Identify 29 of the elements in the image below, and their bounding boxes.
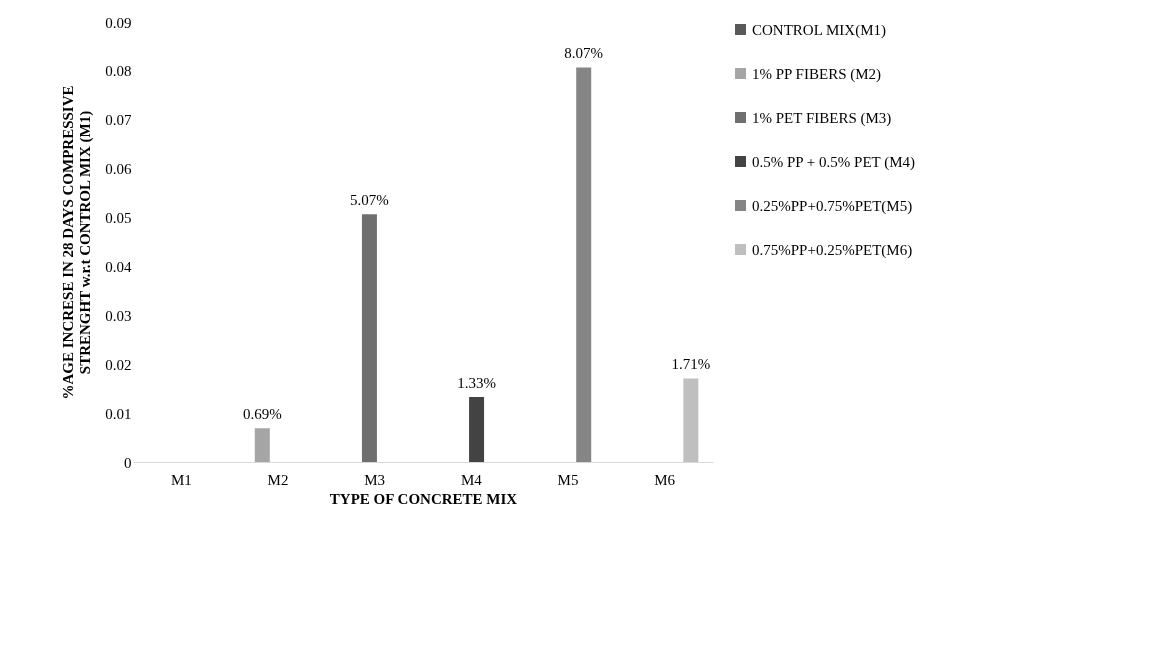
legend-label: 0.5% PP + 0.5% PET (M4) bbox=[752, 153, 916, 171]
legend-label: CONTROL MIX(M1) bbox=[752, 21, 887, 39]
data-label: 1.33% bbox=[457, 374, 496, 391]
data-label: 5.07% bbox=[350, 192, 389, 209]
legend-label: 0.75%PP+0.25%PET(M6) bbox=[752, 241, 913, 259]
legend-label: 0.25%PP+0.75%PET(M5) bbox=[752, 197, 913, 215]
x-axis-title: TYPE OF CONCRETE MIX bbox=[329, 490, 518, 507]
legend-label: 1% PP FIBERS (M2) bbox=[752, 65, 882, 83]
y-tick-label: 0.09 bbox=[105, 14, 132, 31]
y-tick-label: 0.07 bbox=[105, 112, 132, 129]
y-tick-label: 0.05 bbox=[105, 210, 132, 227]
x-tick-label: M1 bbox=[170, 471, 192, 488]
y-tick-label: 0.04 bbox=[105, 258, 132, 275]
y-tick-label: 0 bbox=[124, 454, 132, 471]
x-tick-label: M5 bbox=[557, 471, 579, 488]
y-tick-label: 0.01 bbox=[105, 405, 132, 422]
legend-label: 1% PET FIBERS (M3) bbox=[752, 109, 892, 127]
data-label: 1.71% bbox=[671, 356, 711, 373]
y-tick-label: 0.06 bbox=[105, 161, 132, 178]
y-tick-label: 0.02 bbox=[105, 356, 132, 373]
x-tick-label: M2 bbox=[267, 471, 289, 488]
x-tick-label: M6 bbox=[654, 471, 676, 488]
y-tick-label: 0.03 bbox=[105, 307, 132, 324]
y-tick-label: 0.08 bbox=[105, 63, 132, 80]
y-axis-title: %AGE INCRESE IN 28 DAYS COMPRESSIVE STRENGHT w.r.t CONTROL MIX (M1) bbox=[60, 85, 95, 400]
data-label: 0.69% bbox=[242, 406, 282, 423]
data-label: 8.07% bbox=[564, 45, 604, 62]
x-tick-label: M4 bbox=[460, 471, 483, 488]
x-tick-label: M3 bbox=[364, 471, 386, 488]
